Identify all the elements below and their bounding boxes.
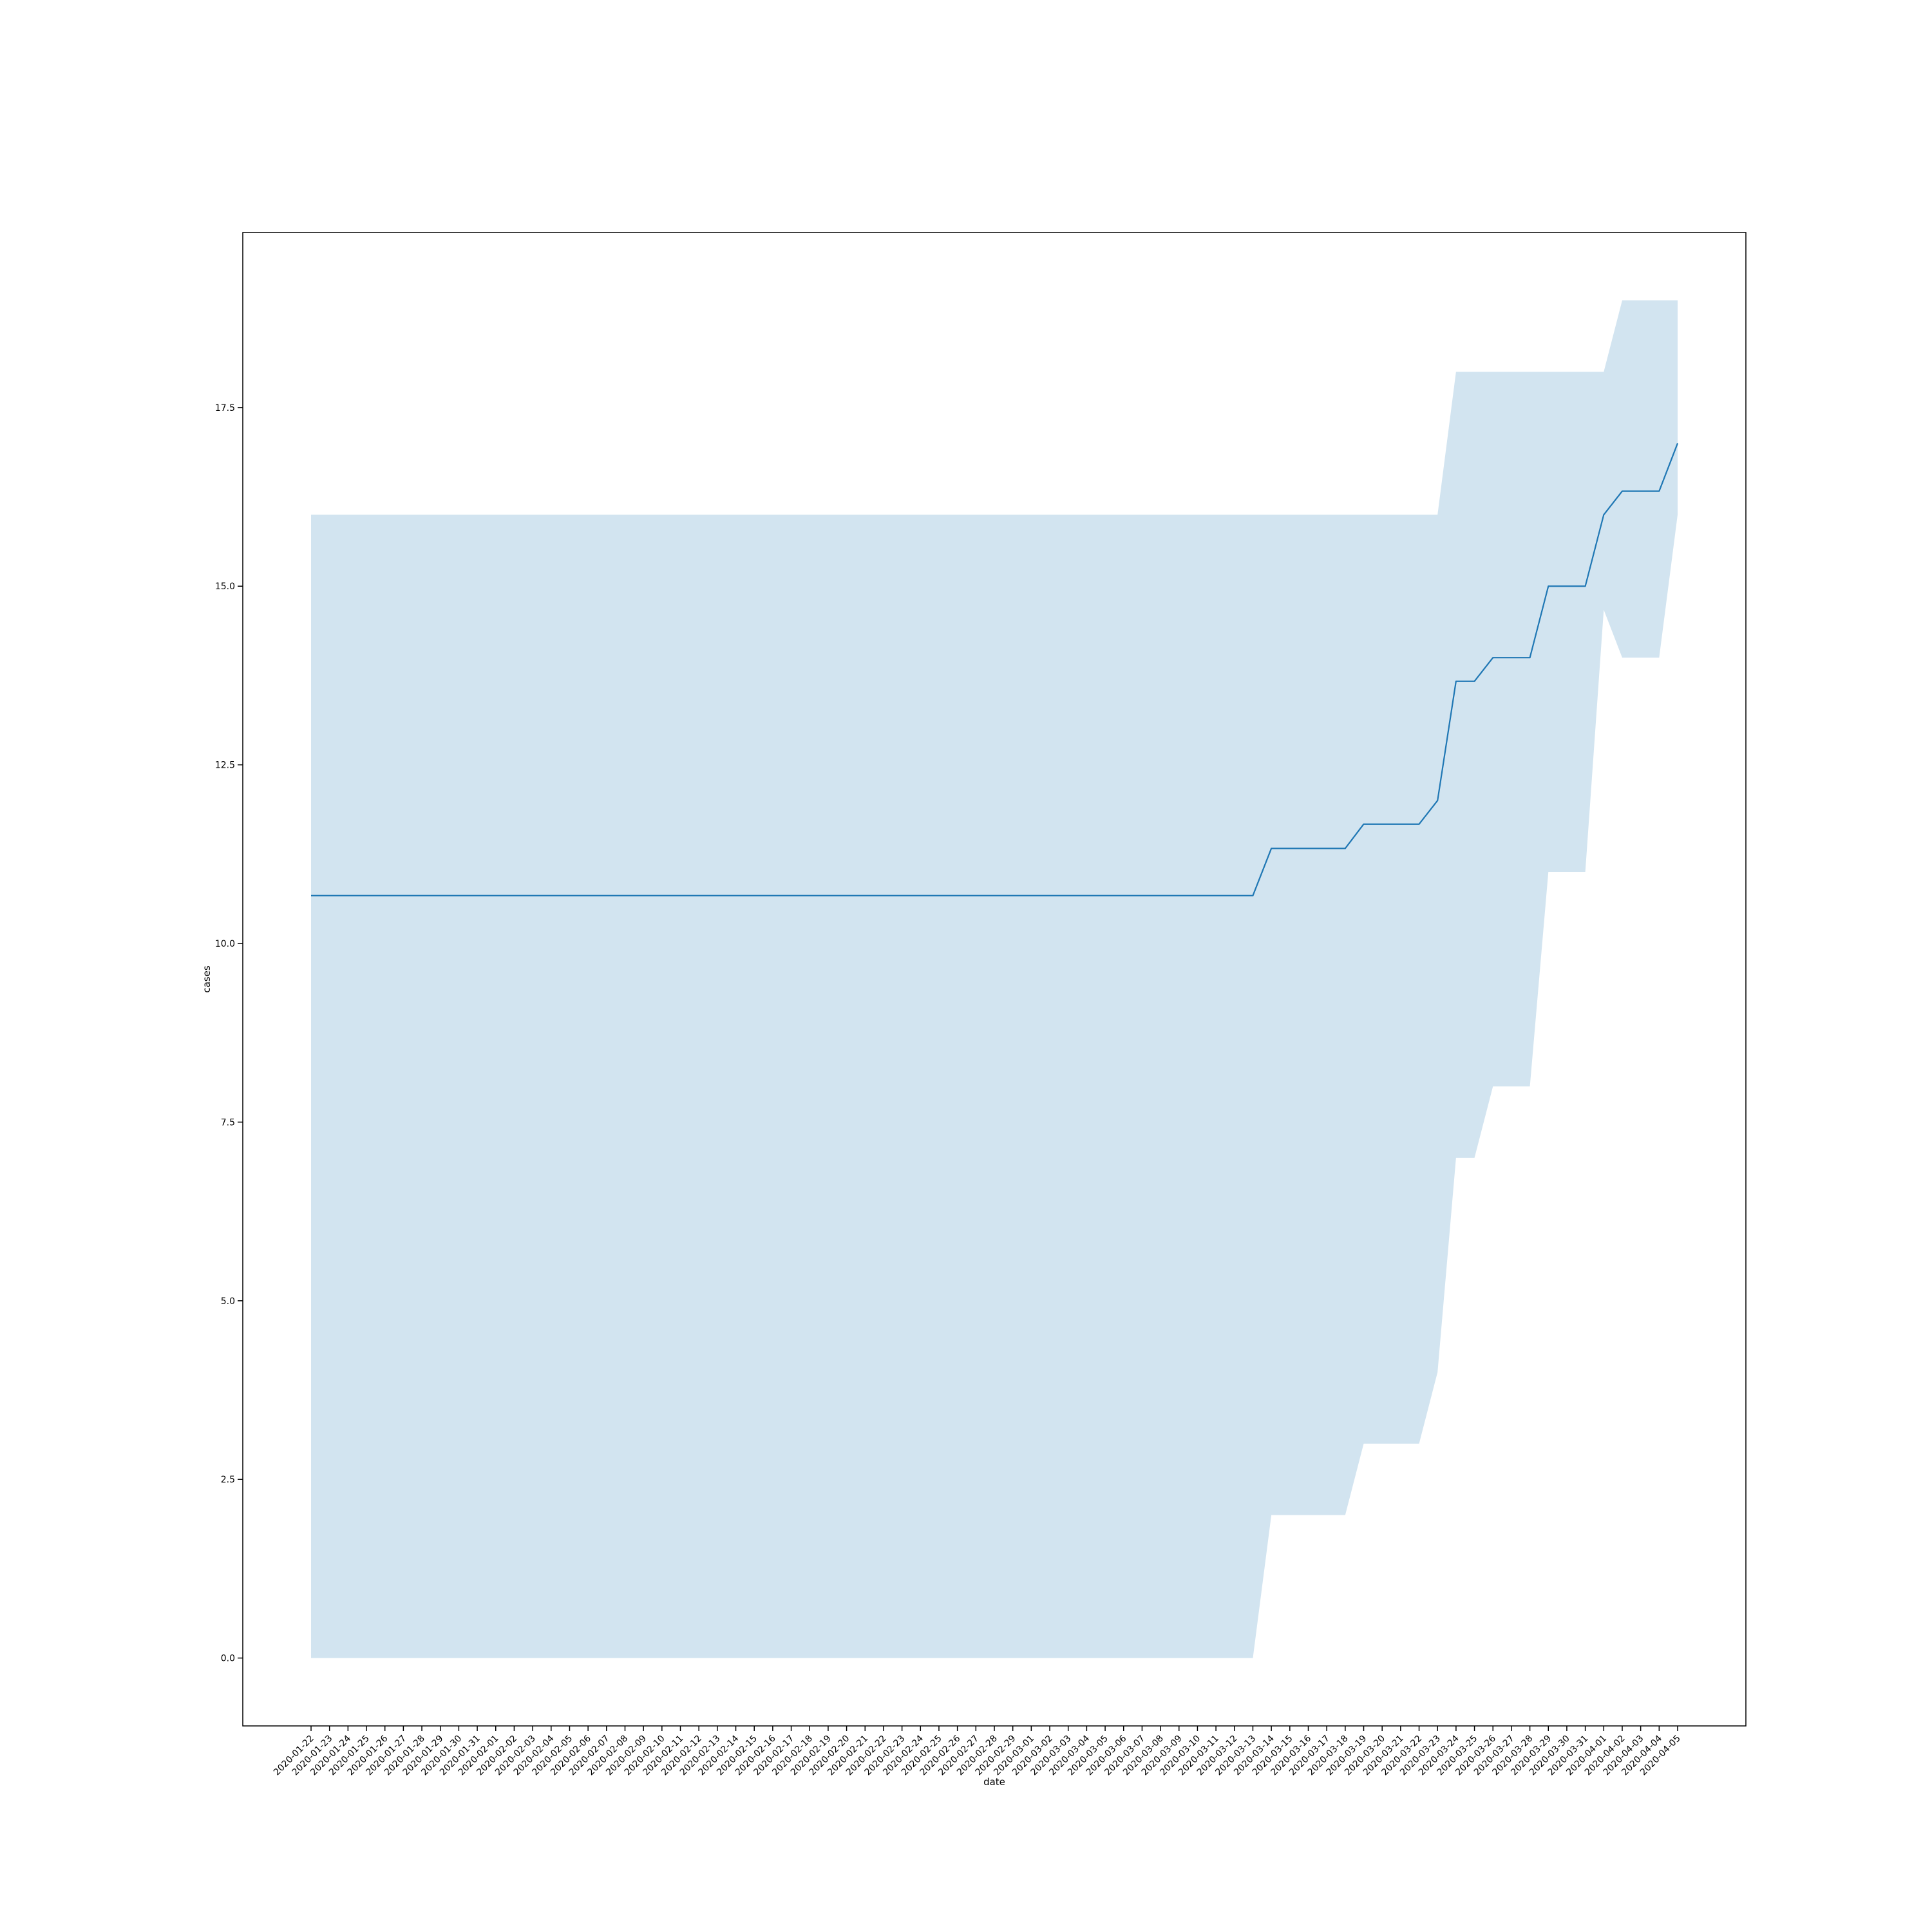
y-tick-label: 2.5 xyxy=(221,1475,235,1485)
y-tick-label: 0.0 xyxy=(221,1654,235,1664)
y-tick-label: 12.5 xyxy=(215,761,235,771)
line-series-layer xyxy=(310,442,1679,896)
confidence-band xyxy=(311,300,1678,1658)
y-tick-label: 10.0 xyxy=(215,939,235,949)
y-axis-label: cases xyxy=(201,965,213,992)
y-tick-label: 5.0 xyxy=(221,1296,235,1307)
x-axis-ticks: 2020-01-222020-01-232020-01-242020-01-25… xyxy=(272,1726,1683,1777)
x-axis-label: date xyxy=(983,1776,1005,1788)
y-tick-label: 15.0 xyxy=(215,582,235,592)
y-axis-ticks: 0.0 2.5 5.0 7.5 10.0 12.5 15.0 17.5 xyxy=(215,403,243,1664)
confidence-band-layer xyxy=(311,300,1678,1658)
y-tick-label: 17.5 xyxy=(215,403,235,413)
y-tick-label: 7.5 xyxy=(221,1117,235,1128)
